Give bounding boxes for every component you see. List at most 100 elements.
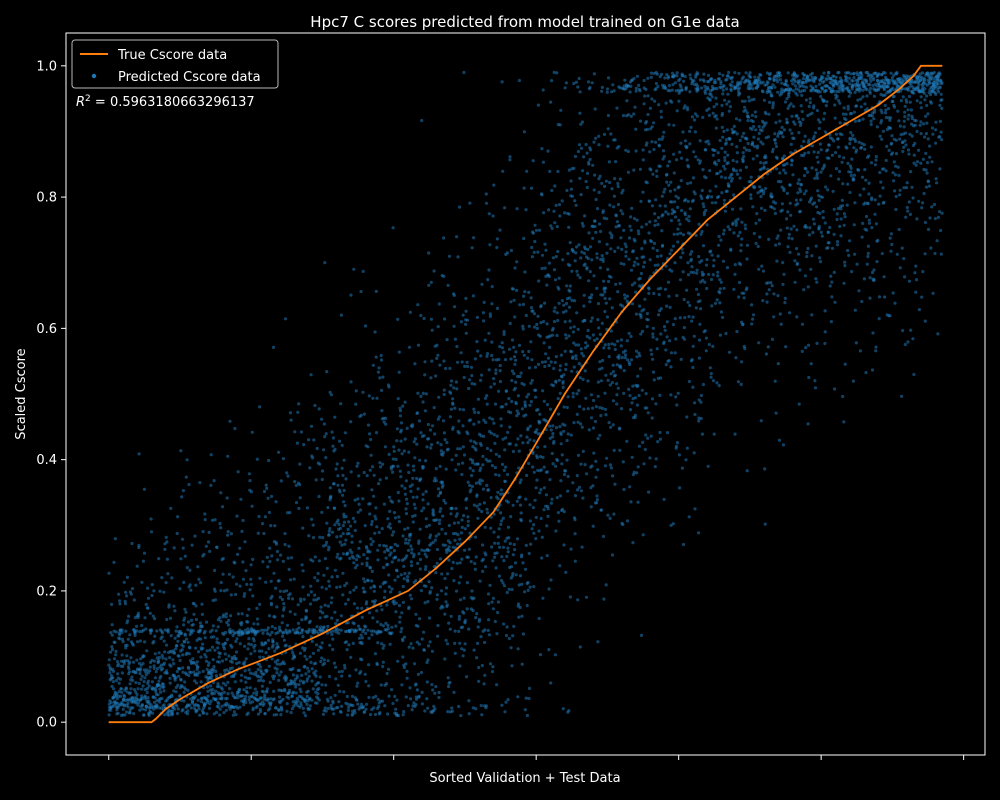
predicted-point xyxy=(423,360,427,364)
predicted-point xyxy=(548,345,552,349)
predicted-point xyxy=(522,383,526,387)
predicted-point xyxy=(550,226,554,230)
predicted-point xyxy=(466,432,470,436)
predicted-point xyxy=(504,465,508,469)
predicted-point xyxy=(324,432,328,436)
predicted-point xyxy=(317,559,321,563)
predicted-point xyxy=(186,620,191,624)
predicted-point xyxy=(401,534,405,538)
predicted-point xyxy=(650,416,654,420)
predicted-point xyxy=(427,616,432,620)
predicted-point xyxy=(501,581,505,585)
predicted-point xyxy=(489,448,493,453)
predicted-point xyxy=(425,660,429,665)
predicted-point xyxy=(585,185,589,190)
predicted-point xyxy=(581,354,586,358)
predicted-point xyxy=(152,666,156,671)
predicted-point xyxy=(471,609,475,613)
predicted-point xyxy=(515,260,519,264)
predicted-point xyxy=(612,205,616,209)
predicted-point xyxy=(556,169,560,174)
predicted-point xyxy=(360,562,364,566)
predicted-point xyxy=(480,373,484,377)
predicted-point xyxy=(679,231,683,235)
predicted-point xyxy=(604,583,608,587)
predicted-point xyxy=(667,84,672,88)
predicted-point xyxy=(185,566,189,570)
predicted-point xyxy=(213,589,217,593)
predicted-point xyxy=(323,557,327,561)
predicted-point xyxy=(498,379,502,384)
predicted-point xyxy=(742,296,746,300)
predicted-point xyxy=(594,459,598,463)
predicted-point xyxy=(558,368,562,372)
predicted-point xyxy=(598,367,602,371)
predicted-point xyxy=(500,80,504,84)
predicted-point xyxy=(545,283,549,287)
predicted-point xyxy=(242,594,246,599)
predicted-point xyxy=(520,582,524,586)
predicted-point xyxy=(358,627,362,631)
predicted-point xyxy=(117,681,121,685)
predicted-point xyxy=(597,240,602,244)
predicted-point xyxy=(513,362,517,366)
predicted-point xyxy=(732,287,736,291)
predicted-point xyxy=(488,243,492,247)
predicted-point xyxy=(753,185,757,189)
predicted-point xyxy=(442,359,446,363)
predicted-point xyxy=(163,547,167,552)
predicted-point xyxy=(403,635,407,639)
predicted-point xyxy=(325,614,329,619)
predicted-point xyxy=(327,545,331,549)
predicted-point xyxy=(532,523,536,527)
predicted-point xyxy=(460,518,464,522)
predicted-point xyxy=(152,640,156,644)
predicted-point xyxy=(196,565,200,569)
predicted-point xyxy=(619,366,623,370)
predicted-point xyxy=(347,643,351,647)
predicted-point xyxy=(393,694,397,699)
predicted-point xyxy=(300,618,304,622)
predicted-point xyxy=(330,575,334,579)
predicted-point xyxy=(379,622,383,627)
predicted-point xyxy=(504,633,509,638)
predicted-point xyxy=(544,419,549,423)
predicted-point xyxy=(137,452,141,456)
predicted-point xyxy=(667,123,671,127)
predicted-point xyxy=(273,615,277,619)
predicted-point xyxy=(155,629,159,633)
predicted-point xyxy=(482,300,486,304)
predicted-point xyxy=(601,209,605,213)
predicted-point xyxy=(282,602,286,606)
predicted-point xyxy=(735,160,739,164)
predicted-point xyxy=(474,707,478,711)
predicted-point xyxy=(168,656,172,660)
predicted-point xyxy=(387,385,391,389)
predicted-point xyxy=(337,670,341,674)
predicted-point xyxy=(278,589,282,593)
predicted-point xyxy=(564,367,568,372)
predicted-point xyxy=(495,306,500,310)
predicted-point xyxy=(609,372,613,376)
predicted-point xyxy=(554,203,558,207)
predicted-point xyxy=(659,286,663,290)
predicted-point xyxy=(596,640,600,644)
predicted-point xyxy=(720,191,724,195)
predicted-point xyxy=(243,592,247,596)
predicted-point xyxy=(608,383,612,387)
predicted-point xyxy=(479,434,483,438)
predicted-point xyxy=(193,694,197,699)
predicted-point xyxy=(261,655,265,659)
predicted-point xyxy=(517,449,521,453)
predicted-point xyxy=(165,557,169,561)
predicted-point xyxy=(411,495,415,499)
predicted-point xyxy=(493,465,497,470)
predicted-point xyxy=(636,500,640,504)
predicted-point xyxy=(238,584,242,588)
predicted-point xyxy=(131,660,136,664)
predicted-point xyxy=(554,529,558,533)
predicted-point xyxy=(590,464,594,468)
predicted-point xyxy=(580,545,584,549)
predicted-point xyxy=(173,636,177,640)
predicted-point xyxy=(357,474,361,478)
